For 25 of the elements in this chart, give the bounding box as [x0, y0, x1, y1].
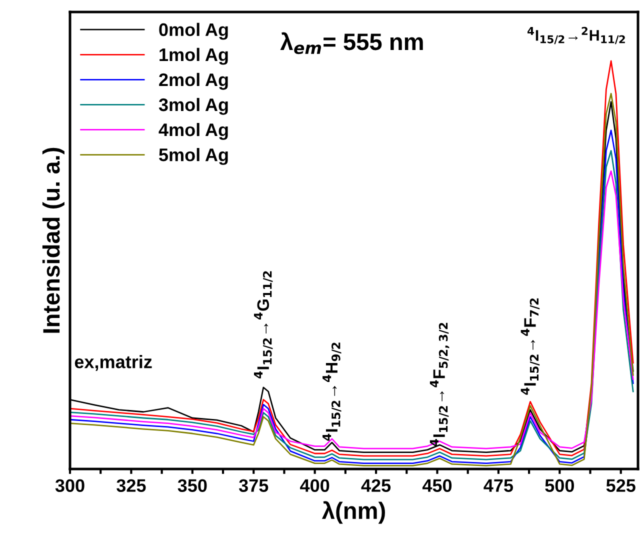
annotation: $^{4}$I$_{15/2}$→$^{4}$F$_{7/2}$: [520, 298, 540, 395]
x-tick-label: 300: [55, 479, 84, 492]
x-tick-label: 450: [422, 479, 452, 492]
annotation: ex,matriz: [74, 355, 152, 371]
legend-label: 4mol Ag: [158, 122, 228, 140]
y-axis-title: Intensidad (u. a.): [42, 148, 64, 333]
x-tick-label: 375: [238, 479, 268, 492]
x-tick-label: 325: [116, 479, 146, 492]
legend-label: 2mol Ag: [159, 72, 228, 90]
legend-label: 1mol Ag: [160, 48, 228, 65]
x-tick-label: 350: [178, 479, 207, 492]
legend-label: 0mol Ag: [159, 22, 228, 40]
annotation: $^{4}$I$_{15/2}$→$^{2}$H$_{11/2}$: [528, 26, 625, 44]
x-tick-label: 525: [606, 479, 636, 492]
annotation: $^{4}$I$_{15/2}$→$^{4}$H$_{9/2}$: [322, 342, 342, 441]
x-tick-label: 475: [484, 479, 514, 492]
x-tick-label: 500: [545, 479, 574, 492]
legend-label: 3mol Ag: [158, 98, 228, 115]
annotation: $^{4}$I$_{15/2}$→$^{4}$F$_{5/2,3/2}$: [430, 322, 450, 446]
x-tick-label: 400: [300, 479, 330, 492]
x-axis-title: λ(nm): [322, 501, 385, 524]
annotation: $^{4}$I$_{15/2}$→$^{4}$G$_{11/2}$: [254, 271, 273, 378]
x-tick-label: 425: [361, 479, 391, 492]
text: λ$_{em}$= 555 nm: [280, 32, 423, 54]
legend-label: 5mol Ag: [159, 148, 228, 165]
